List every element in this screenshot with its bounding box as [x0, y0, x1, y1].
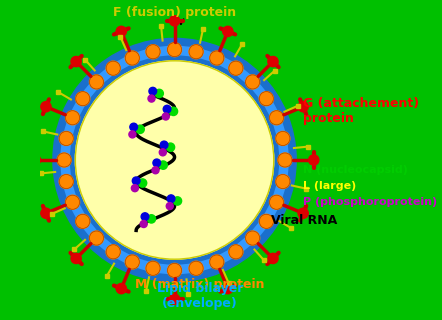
Circle shape	[147, 215, 156, 223]
Circle shape	[132, 177, 140, 185]
Circle shape	[89, 75, 103, 89]
Circle shape	[167, 195, 175, 203]
Circle shape	[166, 203, 173, 210]
Circle shape	[173, 197, 182, 205]
Circle shape	[160, 141, 168, 149]
Circle shape	[152, 167, 159, 174]
Circle shape	[169, 294, 179, 304]
Circle shape	[77, 62, 272, 258]
Text: Lipid bilayer
(envelope): Lipid bilayer (envelope)	[157, 282, 244, 310]
Circle shape	[246, 231, 259, 245]
Circle shape	[153, 159, 160, 167]
Circle shape	[229, 61, 243, 75]
Circle shape	[276, 132, 290, 146]
Circle shape	[59, 132, 73, 146]
Circle shape	[169, 16, 179, 26]
Circle shape	[140, 220, 147, 228]
Circle shape	[268, 56, 278, 67]
Circle shape	[149, 87, 156, 95]
Circle shape	[89, 231, 103, 245]
Circle shape	[148, 95, 155, 102]
Circle shape	[65, 111, 80, 125]
Circle shape	[138, 179, 147, 187]
Circle shape	[270, 195, 284, 209]
Circle shape	[131, 185, 138, 192]
Circle shape	[130, 123, 137, 131]
Circle shape	[71, 56, 278, 264]
Circle shape	[270, 111, 284, 125]
Circle shape	[116, 26, 126, 36]
Circle shape	[129, 131, 136, 138]
Circle shape	[125, 255, 139, 269]
Circle shape	[106, 245, 120, 259]
Circle shape	[162, 113, 169, 120]
Circle shape	[168, 263, 182, 277]
Circle shape	[298, 208, 308, 218]
Text: F (fusion) protein: F (fusion) protein	[113, 6, 236, 19]
Circle shape	[259, 92, 274, 106]
Circle shape	[229, 245, 243, 259]
Circle shape	[71, 253, 81, 264]
Circle shape	[84, 69, 266, 251]
Circle shape	[210, 51, 224, 65]
Text: L (large): L (large)	[303, 181, 356, 191]
Circle shape	[159, 161, 168, 169]
Text: N (nucleocapsid): N (nucleocapsid)	[303, 165, 408, 175]
Circle shape	[159, 149, 166, 156]
Circle shape	[125, 51, 139, 65]
Circle shape	[278, 153, 292, 167]
Circle shape	[268, 253, 278, 264]
Circle shape	[166, 143, 175, 151]
Circle shape	[168, 43, 182, 57]
Circle shape	[57, 153, 71, 167]
Circle shape	[53, 38, 296, 282]
Circle shape	[169, 107, 178, 116]
Circle shape	[76, 214, 90, 228]
Text: Viral RNA: Viral RNA	[271, 214, 337, 227]
Circle shape	[61, 46, 288, 274]
Circle shape	[309, 155, 319, 165]
Circle shape	[210, 255, 224, 269]
Circle shape	[223, 284, 233, 294]
Circle shape	[246, 75, 259, 89]
Circle shape	[41, 208, 51, 218]
Circle shape	[75, 61, 274, 259]
Circle shape	[59, 174, 73, 188]
Circle shape	[71, 56, 81, 67]
Circle shape	[106, 61, 120, 75]
Circle shape	[146, 45, 160, 59]
Circle shape	[41, 102, 51, 112]
Text: G (attachement)
protein: G (attachement) protein	[303, 97, 419, 124]
Circle shape	[259, 214, 274, 228]
Circle shape	[30, 155, 41, 165]
Circle shape	[223, 26, 233, 36]
Circle shape	[189, 261, 203, 275]
Circle shape	[155, 89, 164, 98]
Circle shape	[189, 45, 203, 59]
Circle shape	[298, 102, 308, 112]
Circle shape	[163, 105, 171, 113]
Circle shape	[136, 125, 144, 133]
Text: P (phosphoroprotein): P (phosphoroprotein)	[303, 197, 437, 207]
Circle shape	[116, 284, 126, 294]
Circle shape	[65, 195, 80, 209]
Circle shape	[146, 261, 160, 275]
Circle shape	[76, 92, 90, 106]
Circle shape	[276, 174, 290, 188]
Text: M (matrix) protein: M (matrix) protein	[135, 278, 265, 291]
Circle shape	[141, 213, 149, 220]
